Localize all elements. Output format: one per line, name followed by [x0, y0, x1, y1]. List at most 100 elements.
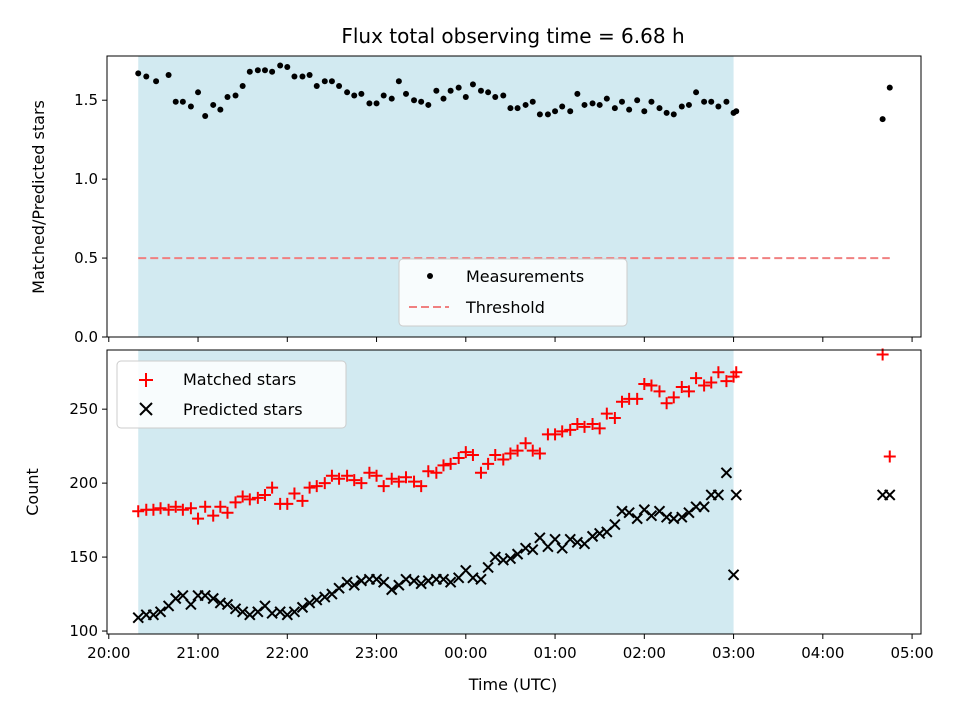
- measurement-point: [403, 90, 410, 97]
- measurement-point: [656, 105, 663, 112]
- measurement-point: [202, 112, 209, 119]
- measurement-point: [172, 98, 179, 105]
- matched-star-point: [132, 505, 145, 518]
- matched-star-point: [730, 366, 743, 379]
- predicted-star-point: [244, 609, 256, 621]
- matched-star-point: [147, 503, 160, 516]
- matched-star-point: [176, 503, 189, 516]
- matched-star-point: [296, 494, 309, 507]
- x-tick-label: 23:00: [355, 644, 398, 662]
- matched-star-point: [549, 428, 562, 441]
- matched-star-point: [348, 474, 361, 487]
- measurement-point: [306, 71, 313, 78]
- predicted-star-point: [333, 582, 345, 594]
- predicted-star-point: [645, 509, 658, 522]
- count-plot-frame: [106, 349, 922, 635]
- measurement-point: [195, 89, 202, 96]
- measurement-point: [291, 73, 298, 80]
- predicted-star-point: [884, 489, 896, 501]
- measurement-point: [522, 101, 529, 108]
- predicted-star-point: [303, 597, 316, 609]
- measurement-point: [411, 97, 418, 104]
- matched-star-point: [682, 385, 695, 398]
- matched-star-point: [318, 477, 331, 490]
- predicted-star-point: [698, 501, 710, 513]
- matched-star-point: [482, 457, 495, 470]
- measurement-point: [246, 68, 253, 75]
- matched-star-point: [363, 466, 376, 479]
- measurement-point: [477, 87, 484, 94]
- predicted-star-point: [147, 609, 160, 621]
- matched-star-point: [422, 465, 435, 478]
- measurement-point: [485, 89, 492, 96]
- predicted-star-point: [489, 551, 501, 563]
- matched-star-point: [489, 449, 502, 462]
- measurement-point: [641, 108, 648, 115]
- matched-star-point: [883, 450, 896, 463]
- predicted-star-point: [199, 589, 211, 602]
- measurement-point: [299, 73, 306, 80]
- measurement-point: [536, 111, 543, 118]
- measurement-point: [373, 100, 380, 107]
- measurement-point: [693, 89, 700, 96]
- measurement-point: [589, 100, 596, 107]
- matched-star-point: [675, 380, 688, 393]
- predicted-star-point: [623, 507, 635, 519]
- predicted-star-point: [236, 606, 249, 618]
- matched-star-point: [162, 503, 175, 516]
- measurement-point: [492, 94, 499, 101]
- predicted-star-point: [444, 576, 457, 588]
- measurement-point: [581, 101, 588, 108]
- measurement-point: [701, 98, 708, 105]
- matched-star-point: [408, 475, 421, 488]
- matched-star-point: [653, 385, 666, 398]
- x-tick-label: 21:00: [176, 644, 219, 662]
- predicted-star-point: [154, 606, 167, 618]
- measurement-point: [648, 98, 655, 105]
- matched-star-point: [192, 512, 205, 525]
- measurement-point: [678, 103, 685, 110]
- predicted-star-point: [370, 573, 383, 585]
- measurement-point: [634, 97, 641, 104]
- matched-star-point: [214, 500, 227, 513]
- legend-predicted-marker: [139, 402, 153, 416]
- measurement-point: [153, 78, 160, 85]
- matched-star-point: [199, 500, 212, 513]
- y-tick-label: 1.5: [74, 91, 98, 109]
- matched-star-point: [169, 500, 182, 513]
- measurement-points: [135, 62, 893, 123]
- predicted-star-point: [631, 512, 643, 525]
- predicted-star-point: [437, 573, 450, 585]
- legend-matched-marker: [139, 373, 153, 387]
- matched-star-point: [645, 379, 658, 392]
- matched-star-point: [288, 487, 301, 500]
- predicted-star-point: [712, 489, 725, 501]
- time-axis-label: Time (UTC): [468, 675, 557, 694]
- count-y-axis-label: Count: [23, 468, 42, 516]
- chart-title: Flux total observing time = 6.68 h: [341, 24, 684, 48]
- measurement-point: [544, 111, 551, 118]
- matched-star-point: [430, 466, 443, 479]
- measurement-point: [567, 108, 574, 115]
- predicted-star-point: [311, 594, 323, 606]
- measurement-point: [425, 101, 432, 108]
- measurement-point: [514, 105, 521, 112]
- matched-star-point: [578, 420, 591, 433]
- matched-star-point: [325, 469, 338, 482]
- measurement-point: [277, 62, 284, 69]
- matched-star-point: [533, 447, 546, 460]
- matched-star-point: [571, 417, 584, 430]
- measurement-point: [685, 101, 692, 108]
- measurement-point: [217, 106, 224, 113]
- legend-predicted-label: Predicted stars: [183, 400, 303, 419]
- matched-star-point: [608, 412, 621, 425]
- measurement-point: [879, 116, 886, 123]
- measurement-point: [328, 78, 335, 85]
- matched-star-point: [705, 376, 718, 389]
- measurement-point: [433, 87, 440, 94]
- count-legend: Matched stars Predicted stars: [116, 360, 347, 429]
- matched-star-point: [631, 392, 644, 405]
- matched-star-point: [377, 480, 390, 493]
- y-tick-label: 0.0: [74, 328, 98, 346]
- x-tick-label: 00:00: [444, 644, 487, 662]
